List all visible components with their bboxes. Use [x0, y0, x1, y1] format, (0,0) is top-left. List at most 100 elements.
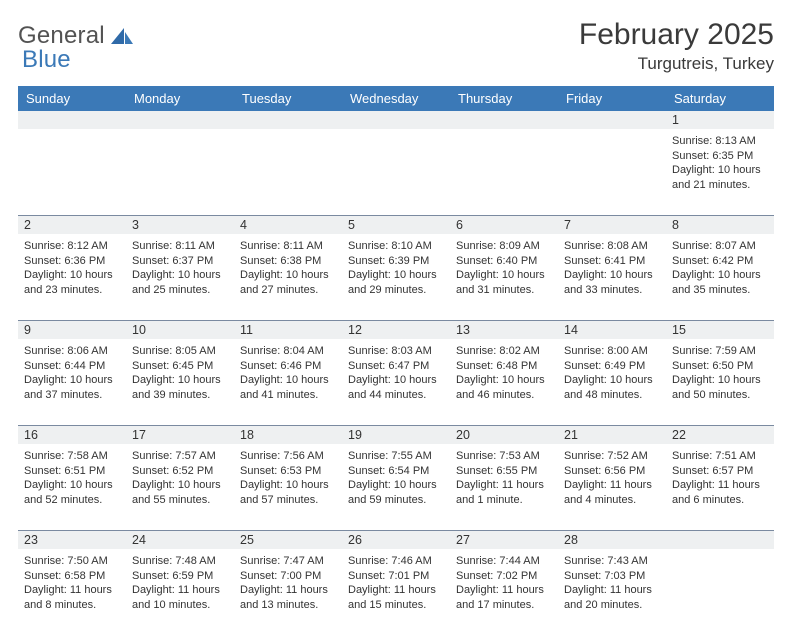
detail-line: Sunrise: 8:11 AM [240, 239, 336, 254]
calendar-body: 1 Sunrise: 8:13 AMSunset: 6:35 PMDayligh… [18, 111, 774, 635]
header: General February 2025 Turgutreis, Turkey [18, 18, 774, 74]
detail-line: Sunrise: 8:00 AM [564, 344, 660, 359]
day-number: 14 [558, 321, 666, 339]
detail-line: Daylight: 11 hours [456, 583, 552, 598]
detail-line: Sunrise: 8:04 AM [240, 344, 336, 359]
detail-line: and 39 minutes. [132, 388, 228, 403]
detail-line: Sunrise: 8:11 AM [132, 239, 228, 254]
day-number: 25 [234, 531, 342, 549]
day-details: Sunrise: 7:44 AMSunset: 7:02 PMDaylight:… [456, 553, 552, 612]
detail-line: and 6 minutes. [672, 493, 768, 508]
detail-line: Daylight: 11 hours [456, 478, 552, 493]
day-cell: Sunrise: 8:04 AMSunset: 6:46 PMDaylight:… [234, 339, 342, 425]
detail-line: Daylight: 11 hours [564, 478, 660, 493]
day-number: 5 [342, 216, 450, 234]
detail-line: Daylight: 10 hours [240, 478, 336, 493]
detail-line: Daylight: 10 hours [672, 373, 768, 388]
day-number-row: 232425262728 [18, 531, 774, 549]
detail-line: and 1 minute. [456, 493, 552, 508]
day-number: 16 [18, 426, 126, 444]
day-details: Sunrise: 7:56 AMSunset: 6:53 PMDaylight:… [240, 448, 336, 507]
day-header: Friday [558, 86, 666, 111]
day-number: 1 [666, 111, 774, 129]
calendar-page: General February 2025 Turgutreis, Turkey… [0, 0, 792, 612]
detail-line: Daylight: 10 hours [132, 268, 228, 283]
day-number [126, 111, 234, 129]
day-details: Sunrise: 8:00 AMSunset: 6:49 PMDaylight:… [564, 343, 660, 402]
detail-line: Daylight: 10 hours [672, 163, 768, 178]
detail-line: Sunrise: 7:43 AM [564, 554, 660, 569]
week-row: Sunrise: 7:50 AMSunset: 6:58 PMDaylight:… [18, 549, 774, 635]
day-cell: Sunrise: 7:59 AMSunset: 6:50 PMDaylight:… [666, 339, 774, 425]
day-cell: Sunrise: 8:10 AMSunset: 6:39 PMDaylight:… [342, 234, 450, 320]
empty-cell [126, 129, 234, 215]
day-cell: Sunrise: 8:00 AMSunset: 6:49 PMDaylight:… [558, 339, 666, 425]
day-number: 28 [558, 531, 666, 549]
week-row: Sunrise: 7:58 AMSunset: 6:51 PMDaylight:… [18, 444, 774, 531]
day-details: Sunrise: 7:48 AMSunset: 6:59 PMDaylight:… [132, 553, 228, 612]
detail-line: Sunrise: 7:47 AM [240, 554, 336, 569]
detail-line: and 25 minutes. [132, 283, 228, 298]
empty-cell [234, 129, 342, 215]
day-details: Sunrise: 7:46 AMSunset: 7:01 PMDaylight:… [348, 553, 444, 612]
detail-line: Sunset: 6:42 PM [672, 254, 768, 269]
detail-line: and 4 minutes. [564, 493, 660, 508]
empty-cell [18, 129, 126, 215]
title-block: February 2025 Turgutreis, Turkey [579, 18, 774, 74]
day-number-row: 9101112131415 [18, 321, 774, 339]
detail-line: Sunrise: 8:02 AM [456, 344, 552, 359]
day-number: 2 [18, 216, 126, 234]
day-details: Sunrise: 8:03 AMSunset: 6:47 PMDaylight:… [348, 343, 444, 402]
day-details: Sunrise: 8:09 AMSunset: 6:40 PMDaylight:… [456, 238, 552, 297]
detail-line: Sunset: 6:37 PM [132, 254, 228, 269]
detail-line: and 44 minutes. [348, 388, 444, 403]
day-cell: Sunrise: 8:13 AMSunset: 6:35 PMDaylight:… [666, 129, 774, 215]
day-number: 26 [342, 531, 450, 549]
detail-line: and 29 minutes. [348, 283, 444, 298]
month-title: February 2025 [579, 18, 774, 52]
detail-line: Daylight: 10 hours [348, 478, 444, 493]
detail-line: Sunrise: 8:09 AM [456, 239, 552, 254]
detail-line: Daylight: 11 hours [672, 478, 768, 493]
day-details: Sunrise: 7:57 AMSunset: 6:52 PMDaylight:… [132, 448, 228, 507]
day-header: Wednesday [342, 86, 450, 111]
day-details: Sunrise: 8:02 AMSunset: 6:48 PMDaylight:… [456, 343, 552, 402]
day-number: 27 [450, 531, 558, 549]
day-number [342, 111, 450, 129]
day-header: Sunday [18, 86, 126, 111]
detail-line: Sunset: 7:01 PM [348, 569, 444, 584]
detail-line: and 37 minutes. [24, 388, 120, 403]
empty-cell [666, 549, 774, 635]
detail-line: Sunset: 7:00 PM [240, 569, 336, 584]
day-details: Sunrise: 7:52 AMSunset: 6:56 PMDaylight:… [564, 448, 660, 507]
detail-line: Daylight: 11 hours [348, 583, 444, 598]
day-header: Thursday [450, 86, 558, 111]
day-number: 18 [234, 426, 342, 444]
day-details: Sunrise: 7:53 AMSunset: 6:55 PMDaylight:… [456, 448, 552, 507]
detail-line: Daylight: 10 hours [24, 373, 120, 388]
day-details: Sunrise: 8:05 AMSunset: 6:45 PMDaylight:… [132, 343, 228, 402]
detail-line: Sunset: 6:41 PM [564, 254, 660, 269]
detail-line: Sunset: 6:58 PM [24, 569, 120, 584]
detail-line: and 13 minutes. [240, 598, 336, 613]
detail-line: Daylight: 11 hours [24, 583, 120, 598]
day-details: Sunrise: 8:08 AMSunset: 6:41 PMDaylight:… [564, 238, 660, 297]
detail-line: Sunrise: 8:06 AM [24, 344, 120, 359]
detail-line: Sunrise: 7:59 AM [672, 344, 768, 359]
detail-line: Daylight: 10 hours [456, 373, 552, 388]
detail-line: and 20 minutes. [564, 598, 660, 613]
detail-line: Sunrise: 7:51 AM [672, 449, 768, 464]
detail-line: Sunrise: 8:07 AM [672, 239, 768, 254]
day-number-row: 16171819202122 [18, 426, 774, 444]
day-number: 24 [126, 531, 234, 549]
day-cell: Sunrise: 7:55 AMSunset: 6:54 PMDaylight:… [342, 444, 450, 530]
detail-line: Sunset: 6:44 PM [24, 359, 120, 374]
day-cell: Sunrise: 8:08 AMSunset: 6:41 PMDaylight:… [558, 234, 666, 320]
detail-line: Sunrise: 7:55 AM [348, 449, 444, 464]
detail-line: and 57 minutes. [240, 493, 336, 508]
day-number: 4 [234, 216, 342, 234]
detail-line: and 21 minutes. [672, 178, 768, 193]
week-row: Sunrise: 8:12 AMSunset: 6:36 PMDaylight:… [18, 234, 774, 321]
day-cell: Sunrise: 8:05 AMSunset: 6:45 PMDaylight:… [126, 339, 234, 425]
detail-line: Sunset: 7:03 PM [564, 569, 660, 584]
